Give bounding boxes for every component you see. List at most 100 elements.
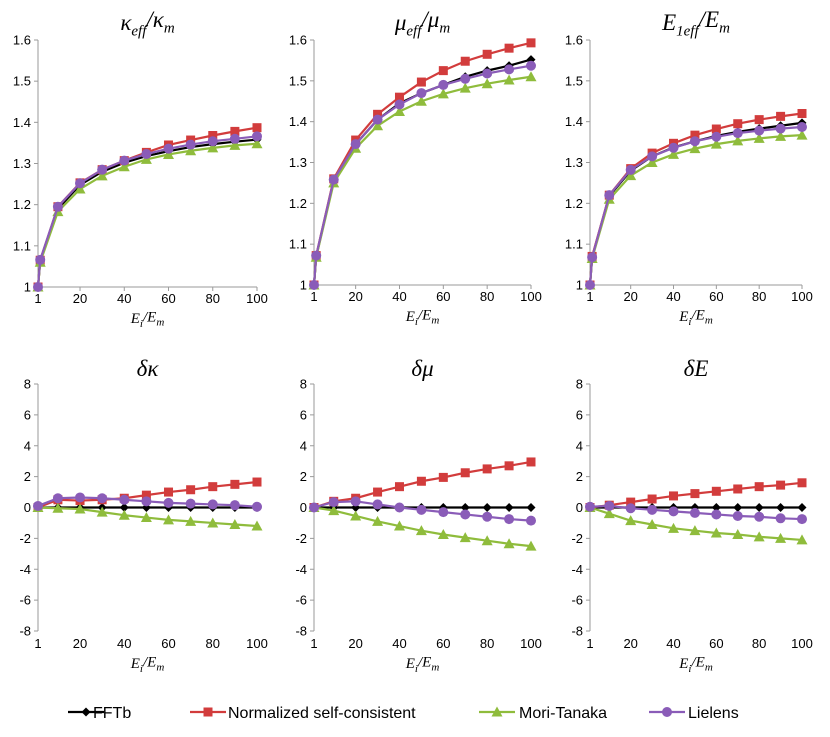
data-point <box>776 503 786 512</box>
y-tick-label: 1.6 <box>13 33 31 48</box>
data-point <box>372 499 383 510</box>
data-point <box>75 178 86 189</box>
y-tick-label: 1 <box>24 280 31 295</box>
data-point <box>118 509 130 520</box>
data-point <box>74 503 86 514</box>
data-point <box>186 485 196 495</box>
x-tick-label: 100 <box>246 636 268 651</box>
y-tick-label: 8 <box>300 377 307 392</box>
y-tick-label: -8 <box>19 624 31 639</box>
data-point <box>208 131 218 141</box>
data-point <box>689 525 701 536</box>
x-tick-label: 40 <box>666 289 680 304</box>
data-point <box>625 170 637 181</box>
x-tick-label: 60 <box>161 636 175 651</box>
data-point <box>118 161 130 172</box>
data-point <box>437 88 449 99</box>
y-tick-label: 1.1 <box>565 237 583 252</box>
x-tick-label: 80 <box>480 289 494 304</box>
data-point <box>52 493 63 504</box>
data-point <box>163 143 174 154</box>
data-point <box>733 503 743 512</box>
data-point <box>309 280 319 290</box>
data-point <box>372 120 384 131</box>
x-tick-label: 20 <box>73 291 87 306</box>
data-point <box>603 508 615 519</box>
data-point <box>96 506 108 517</box>
data-point <box>504 461 514 471</box>
data-point <box>732 128 743 139</box>
data-point <box>526 38 536 48</box>
y-tick-label: 1.4 <box>289 114 307 129</box>
data-point <box>796 534 808 545</box>
x-tick-label: 20 <box>623 636 637 651</box>
y-tick-label: -2 <box>571 531 583 546</box>
data-point <box>711 131 722 142</box>
legend-label: Mori-Tanaka <box>519 705 607 722</box>
data-point <box>372 114 383 125</box>
data-point <box>585 280 595 290</box>
data-point <box>33 282 43 292</box>
y-tick-label: -4 <box>571 562 583 577</box>
y-tick-label: 8 <box>24 377 31 392</box>
chart-panel-4: -8 -6 -4 -2 0 2 4 6 8 1 20 40 60 80 100 δκ Ei/Em <box>19 356 267 675</box>
x-tick-label: 100 <box>520 289 542 304</box>
x-tick-label: 100 <box>246 291 268 306</box>
legend-label: Lielens <box>688 705 739 722</box>
data-point <box>647 151 658 162</box>
data-point <box>460 503 470 512</box>
data-point <box>230 126 240 136</box>
data-point <box>207 142 219 153</box>
legend-item-fftb: FFTb <box>68 705 131 722</box>
data-point <box>711 486 721 496</box>
legend-item-normalized-self-consistent: Normalized self-consistent <box>190 705 416 722</box>
data-point <box>438 507 449 518</box>
chart-panel-1: 1 1.1 1.2 1.3 1.4 1.5 1.6 1 20 40 60 80 100 κeff/κm Ei… <box>13 7 268 330</box>
data-point <box>141 490 151 500</box>
series-line <box>312 75 532 286</box>
y-tick-label: 4 <box>576 438 583 453</box>
y-tick-label: -6 <box>295 593 307 608</box>
legend-marker <box>203 707 213 717</box>
series-lielens <box>33 131 262 292</box>
x-tick-label: 1 <box>586 636 593 651</box>
data-point <box>438 66 448 76</box>
data-point <box>393 105 405 116</box>
data-point <box>415 95 427 106</box>
chart-title: δE <box>684 356 709 381</box>
data-point <box>252 501 262 512</box>
series-lielens <box>585 500 807 525</box>
y-tick-label: 4 <box>300 438 307 453</box>
chart-title: E1eff/Em <box>661 7 730 39</box>
x-tick-label: 20 <box>348 289 362 304</box>
data-point <box>119 494 130 505</box>
data-point <box>33 500 43 511</box>
series-lielens <box>585 121 807 290</box>
data-point <box>669 491 679 501</box>
x-tick-label: 80 <box>206 636 220 651</box>
data-point <box>416 476 426 486</box>
series-mori-tanaka <box>308 71 537 290</box>
data-point <box>504 43 514 53</box>
x-axis-title: Ei/Em <box>405 655 440 675</box>
series-mori-tanaka <box>32 138 263 292</box>
data-point <box>482 511 493 522</box>
data-point <box>481 78 493 89</box>
y-tick-label: 1.2 <box>13 197 31 212</box>
y-tick-label: -6 <box>571 593 583 608</box>
data-point <box>119 503 129 512</box>
data-point <box>526 60 536 71</box>
x-tick-label: 80 <box>752 289 766 304</box>
data-point <box>504 514 515 525</box>
y-tick-label: 0 <box>576 500 583 515</box>
data-point <box>185 498 196 509</box>
data-point <box>52 201 63 212</box>
data-point <box>52 502 64 513</box>
x-tick-label: 80 <box>752 636 766 651</box>
data-point <box>625 503 636 514</box>
y-tick-label: 1.3 <box>289 155 307 170</box>
data-point <box>163 514 175 525</box>
legend-label: FFTb <box>93 705 131 722</box>
data-point <box>207 517 219 528</box>
y-tick-label: 1.1 <box>13 238 31 253</box>
